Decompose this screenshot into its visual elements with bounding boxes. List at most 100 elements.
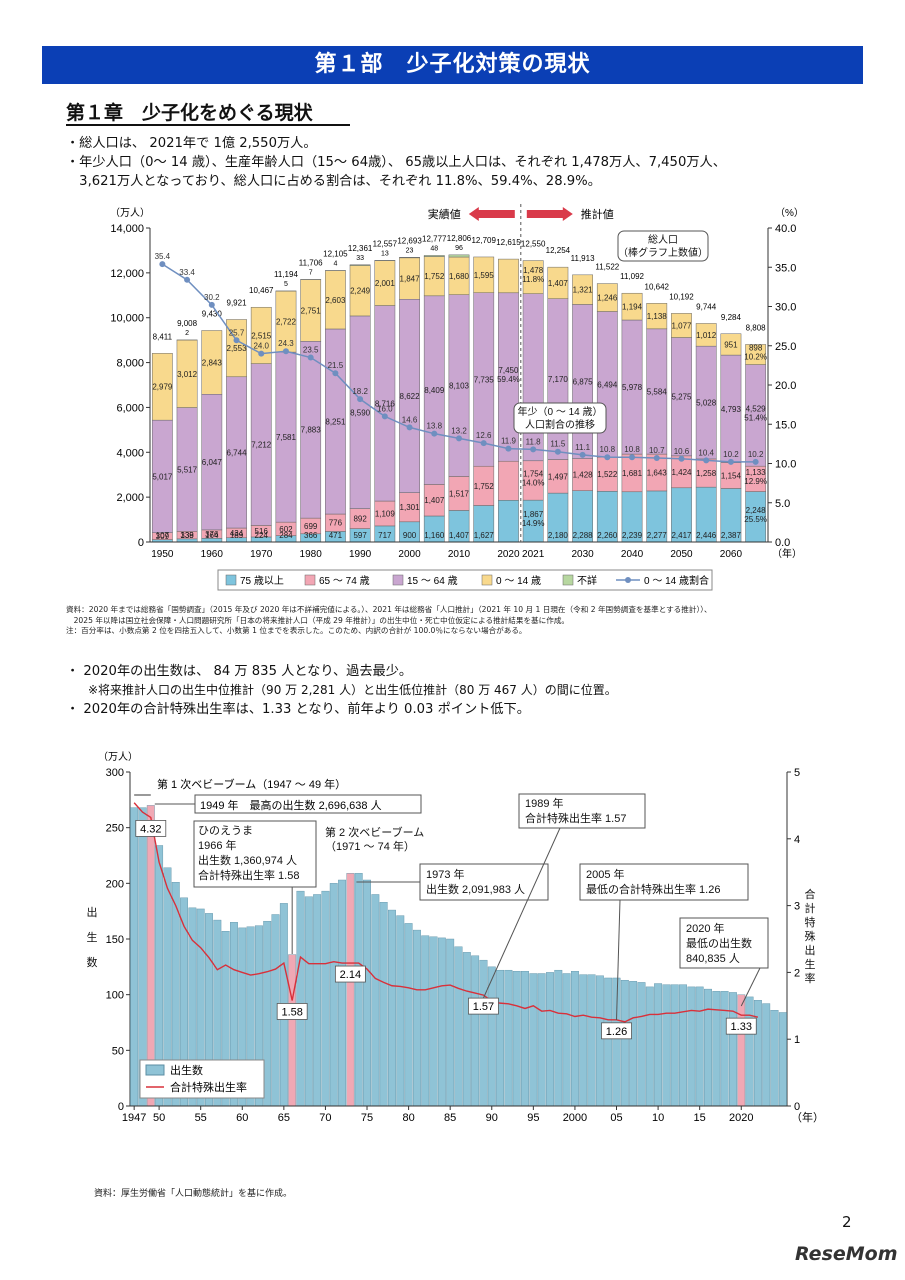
- ratio-point: [456, 435, 462, 442]
- ratio-point: [530, 446, 537, 453]
- segment-value-label: 5,028: [696, 399, 717, 408]
- bar-0-14: [596, 283, 618, 312]
- x-tick-label: 2050: [670, 549, 693, 560]
- birth-bar: [471, 955, 480, 1107]
- birth-bar: [429, 936, 438, 1107]
- bullet-age-groups-cont: 3,621万人となっており、総人口に占める割合は、それぞれ 11.8%、59.4…: [66, 174, 601, 189]
- bullet-age-groups: ・年少人口（0～ 14 歳）、生産年齢人口（15～ 64歳）、 65歳以上人口は…: [66, 155, 726, 170]
- ratio-value-label: 11.9: [501, 437, 517, 446]
- tfr-value-label: 1.57: [473, 1001, 494, 1013]
- birth-bar: [487, 966, 496, 1107]
- ratio-point: [505, 445, 512, 452]
- birth-bar: [720, 991, 729, 1107]
- y2-tick-label: 35.0: [775, 262, 796, 274]
- value-label-box: [276, 1003, 308, 1020]
- ratio-value-label: 10.7: [649, 446, 665, 455]
- x-axis-title: （年）: [791, 1110, 824, 1124]
- segment-value-label: 2,417: [671, 531, 692, 540]
- ratio-point: [332, 370, 339, 377]
- y2-tick-label: 5.0: [775, 498, 790, 510]
- summary-bullets-1: ・総人口は、 2021年で 1億 2,550万人。 ・年少人口（0～ 14 歳）…: [66, 134, 856, 191]
- resemom-logo: ReseMom: [795, 1243, 898, 1265]
- birth-bar: [762, 1003, 771, 1107]
- segment-value-label: 1,138: [647, 312, 668, 321]
- total-label: 11,706: [299, 258, 323, 267]
- segment-value-label: 602: [279, 525, 293, 534]
- y-tick-label: 0: [118, 1101, 124, 1113]
- y2-tick-label: 3: [794, 901, 800, 913]
- bullet-total-population: ・総人口は、 2021年で 1億 2,550万人。: [66, 136, 317, 151]
- bar-0-14: [646, 303, 668, 330]
- chapter-underline: [66, 124, 350, 126]
- total-label: 8,808: [746, 323, 767, 332]
- segment-value-label: 1,627: [474, 531, 495, 540]
- segment-value-label: 5,584: [647, 387, 668, 396]
- annotation-2020: 2020 年最低の出生数 840,835 人: [686, 921, 752, 965]
- segment-value-label: 5,517: [177, 465, 198, 474]
- bar-0-14: [621, 292, 643, 321]
- segment-value-label: 5,017: [152, 472, 173, 481]
- segment-value-label: 2,751: [301, 306, 322, 315]
- segment-value-label: 1,497: [548, 472, 569, 481]
- x-tick-label: 2040: [621, 549, 644, 560]
- arrow-right-icon: [526, 207, 573, 221]
- annotation-hinoeuma: ひのえうま 1966 年出生数 1,360,974 人合計特殊出生率 1.58: [198, 824, 299, 882]
- ratio-value-label: 10.2: [748, 450, 764, 459]
- ratio-point: [159, 261, 166, 268]
- segment-value-label: 1,847: [400, 275, 421, 284]
- x-tick-label: 2020: [497, 549, 520, 560]
- birth-bar: [521, 971, 529, 1107]
- annotation-box: [513, 402, 607, 434]
- legend-label: 0 ～ 14 歳: [496, 575, 541, 587]
- source-line: 資料：2020 年までは総務省「国勢調査」（2015 年及び 2020 年は不詳…: [66, 605, 712, 614]
- segment-value-label: 8,409: [424, 386, 445, 395]
- bar-unknown: [448, 254, 470, 258]
- bullet-tfr: ・ 2020年の合計特殊出生率は、1.33 となり、前年より 0.03 ポイント…: [66, 702, 530, 717]
- segment-value-label: 2,722: [276, 318, 297, 327]
- segment-value-label: 1,321: [573, 286, 594, 295]
- birth-bar: [371, 894, 380, 1107]
- ratio-point: [703, 457, 710, 464]
- y2-tick-label: 0.0: [775, 537, 790, 549]
- y-tick-label: 6,000: [116, 402, 144, 414]
- birth-bar: [670, 984, 679, 1107]
- note-line: 注：百分率は、小数点第 2 位を四捨五入して、小数第 1 位までを表示した。この…: [66, 626, 527, 635]
- y-tick-label: 0: [138, 537, 144, 549]
- segment-value-label: 2,001: [375, 279, 396, 288]
- ratio-point: [381, 413, 388, 420]
- birth-bar: [570, 971, 579, 1107]
- y-tick-label: 150: [106, 934, 124, 946]
- y2-tick-label: 1: [794, 1034, 800, 1046]
- ratio-point: [579, 451, 586, 458]
- segment-value-label: 2,979: [152, 383, 173, 392]
- segment-value-label: 2,603: [325, 296, 346, 305]
- segment-value-label: 189: [230, 531, 244, 540]
- annotation-box: [193, 820, 317, 888]
- birth-bar: [537, 973, 546, 1107]
- segment-value-label: 6,047: [202, 458, 223, 467]
- segment-value-label: 471: [329, 531, 343, 540]
- birth-bar: [778, 1012, 787, 1107]
- bar-0-14: [671, 313, 692, 338]
- birth-bar: [288, 954, 297, 1107]
- segment-value-label: 8,716: [375, 399, 396, 408]
- unknown-label: 4: [333, 261, 337, 268]
- y-tick-label: 250: [106, 823, 124, 835]
- bar-0-14: [572, 274, 593, 305]
- y-axis-title: （万人）: [110, 207, 150, 219]
- birth-bar: [304, 896, 313, 1107]
- segment-value-label: 1,407: [449, 531, 470, 540]
- y-tick-label: 14,000: [110, 223, 144, 235]
- segment-value-label: 7,883: [301, 426, 322, 435]
- ratio-value-label: 10.4: [698, 448, 714, 457]
- y-tick-label: 300: [106, 767, 124, 779]
- legend-swatch: [481, 574, 493, 586]
- segment-value-label: 6,744: [227, 448, 248, 457]
- bar-0-14: [522, 260, 544, 294]
- bullet-births-note: ※将来推計人口の出生中位推計（90 万 2,281 人）と出生低位推計（80 万…: [88, 683, 617, 697]
- legend-marker: [625, 577, 631, 583]
- bar-0-14: [720, 333, 742, 356]
- share-label: 1,133 12.9%: [744, 468, 767, 486]
- ratio-point: [752, 458, 759, 465]
- segment-value-label: 376: [205, 530, 219, 539]
